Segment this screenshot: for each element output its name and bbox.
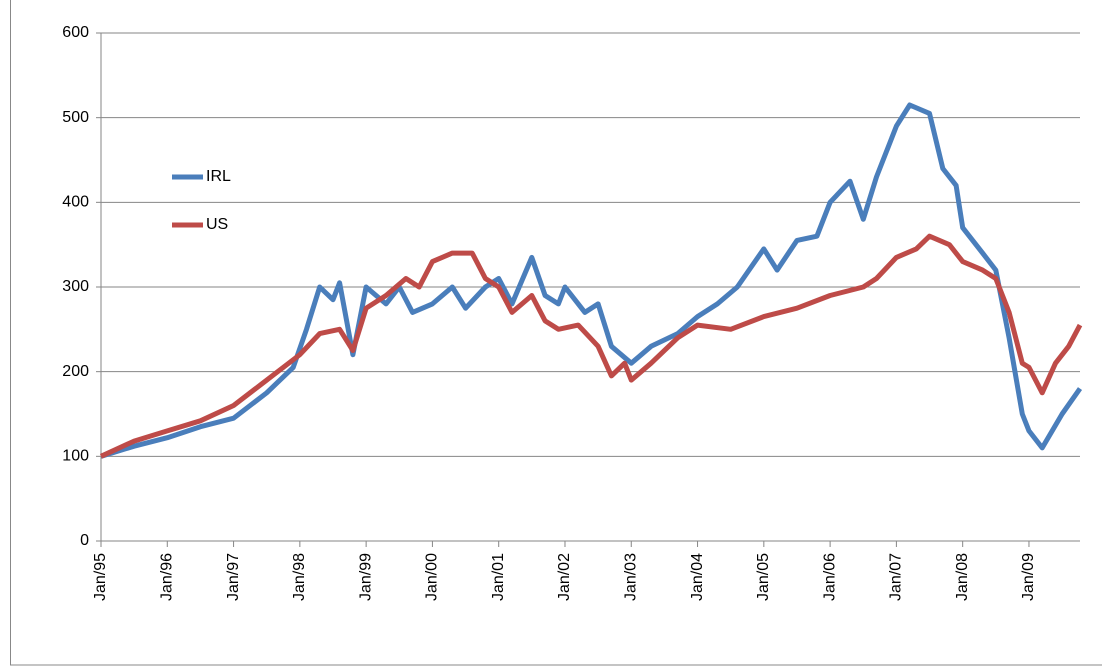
x-tick-label: Jan/07: [888, 553, 905, 601]
legend-label: US: [206, 216, 228, 233]
x-tick-label: Jan/96: [159, 553, 176, 601]
y-tick-label: 600: [62, 24, 89, 41]
x-tick-label: Jan/03: [622, 553, 639, 601]
x-tick-label: Jan/98: [291, 553, 308, 601]
chart-frame: [10, 0, 1102, 666]
x-tick-label: Jan/00: [424, 553, 441, 601]
x-tick-label: Jan/09: [1020, 553, 1037, 601]
y-tick-label: 200: [62, 363, 89, 380]
x-tick-label: Jan/97: [225, 553, 242, 601]
y-tick-label: 300: [62, 278, 89, 295]
x-tick-label: Jan/08: [954, 553, 971, 601]
x-tick-label: Jan/95: [92, 553, 109, 601]
line: [99, 233, 1083, 459]
y-tick-label: 500: [62, 109, 89, 126]
x-tick-label: Jan/01: [490, 553, 507, 601]
x-tick-label: Jan/06: [821, 553, 838, 601]
y-tick-label: 400: [62, 194, 89, 211]
line: [100, 102, 1083, 459]
y-tick-label: 0: [80, 532, 89, 549]
x-tick-label: Jan/02: [556, 553, 573, 601]
x-tick-label: Jan/04: [689, 553, 706, 601]
y-tick-label: 100: [62, 448, 89, 465]
x-tick-label: Jan/05: [755, 553, 772, 601]
x-tick-label: Jan/99: [357, 553, 374, 601]
legend-label: IRL: [206, 168, 231, 185]
